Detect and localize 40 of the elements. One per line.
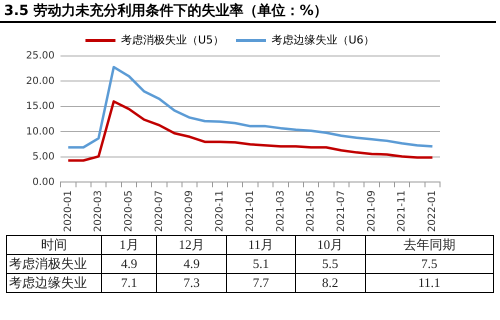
y-tick-label: 5.00 <box>32 152 55 163</box>
legend-label: 考虑消极失业 <box>6 254 102 274</box>
data-label: 8.2 <box>295 274 366 292</box>
data-label: 5.1 <box>226 254 296 274</box>
x-tick-label: 2020-07 <box>154 190 165 232</box>
x-tick-label: 2021-09 <box>366 190 378 232</box>
x-tick-label: 2020-03 <box>93 190 104 232</box>
data-label: 4.9 <box>156 254 226 274</box>
x-tick-label: 2022-01 <box>427 190 438 232</box>
legend-label: 考虑边缘失业 <box>6 274 102 292</box>
data-label: 11.1 <box>365 274 494 292</box>
y-tick-label: 0.00 <box>32 176 55 188</box>
category-label: 1月 <box>102 236 157 254</box>
legend-label: 考虑边缘失业（U6） <box>272 33 375 46</box>
category-label: 11月 <box>226 236 296 254</box>
category-label: 去年同期 <box>365 236 494 254</box>
data-label: 7.3 <box>156 274 226 292</box>
text: 时间 <box>6 236 102 254</box>
data-label: 7.1 <box>102 274 157 292</box>
category-label: 10月 <box>295 236 366 254</box>
x-tick-label: 2020-11 <box>214 190 226 232</box>
x-tick-label: 2021-11 <box>396 190 408 232</box>
legend-label: 考虑消极失业（U5） <box>120 33 224 46</box>
category-label: 12月 <box>156 236 226 254</box>
y-tick-label: 20.00 <box>26 76 55 87</box>
data-label: 7.7 <box>226 274 296 292</box>
y-tick-label: 25.00 <box>26 50 55 62</box>
x-tick-label: 2020-09 <box>184 190 196 232</box>
x-tick-label: 2021-01 <box>244 190 256 232</box>
x-tick-label: 2021-07 <box>336 190 347 232</box>
data-label: 7.5 <box>365 254 494 274</box>
x-tick-label: 2021-03 <box>275 190 286 232</box>
x-tick-label: 2021-05 <box>306 190 317 232</box>
data-label: 5.5 <box>295 254 366 274</box>
data-label: 4.9 <box>102 254 157 274</box>
x-tick-label: 2020-01 <box>62 190 74 232</box>
y-tick-label: 10.00 <box>26 126 55 138</box>
chart-title: 3.5 劳动力未充分利用条件下的失业率（单位：%） <box>0 0 496 23</box>
x-tick-label: 2020-05 <box>124 190 135 232</box>
y-tick-label: 15.00 <box>26 101 55 112</box>
